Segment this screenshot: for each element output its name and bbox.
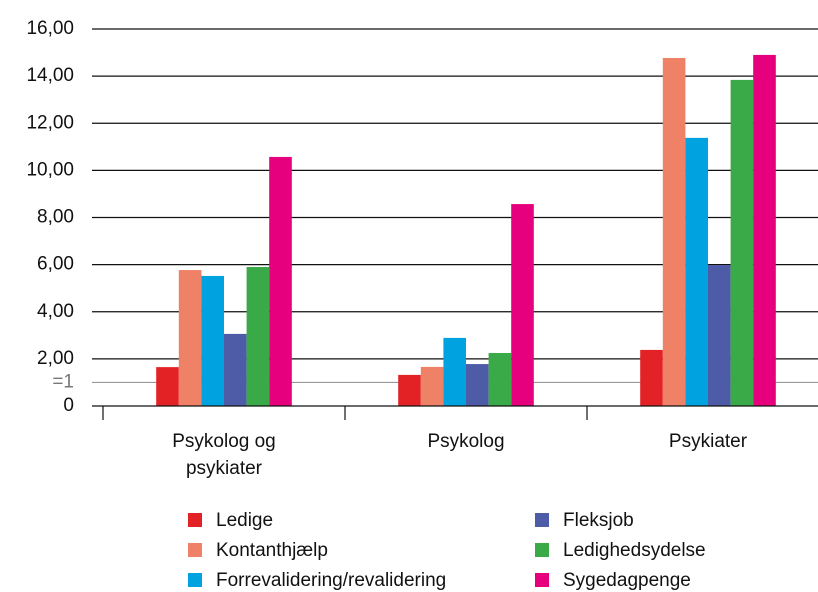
bar bbox=[224, 333, 247, 406]
y-tick-label: =1 bbox=[52, 371, 74, 392]
bar bbox=[730, 79, 754, 407]
legend-label: Ledige bbox=[216, 510, 273, 531]
y-tick-label: 16,00 bbox=[26, 18, 74, 39]
bar bbox=[398, 374, 421, 406]
y-tick-label: 8,00 bbox=[37, 207, 74, 228]
legend-swatch bbox=[535, 573, 549, 587]
y-tick-label: 10,00 bbox=[26, 159, 74, 180]
legend-label: Sygedagpenge bbox=[563, 570, 691, 591]
bar bbox=[685, 137, 708, 406]
bar bbox=[201, 275, 224, 406]
legend-swatch bbox=[188, 543, 202, 557]
bar bbox=[246, 266, 270, 406]
bar bbox=[156, 367, 179, 406]
y-tick-label: 2,00 bbox=[37, 348, 74, 369]
y-tick-label: 14,00 bbox=[26, 65, 74, 86]
bar bbox=[178, 270, 202, 406]
legend-label: Kontanthjælp bbox=[216, 540, 328, 561]
bar bbox=[443, 337, 466, 406]
legend-swatch bbox=[188, 513, 202, 527]
legend-swatch bbox=[188, 573, 202, 587]
y-tick-label: 12,00 bbox=[26, 112, 74, 133]
y-tick-label: 4,00 bbox=[37, 301, 74, 322]
legend-swatch bbox=[535, 513, 549, 527]
x-tick-label: Psykiater bbox=[668, 431, 748, 452]
bar bbox=[420, 366, 444, 406]
x-tick-label: Psykolog bbox=[427, 431, 505, 452]
y-tick-label: 6,00 bbox=[37, 254, 74, 275]
legend-swatch bbox=[535, 543, 549, 557]
y-tick-label: 0 bbox=[63, 395, 74, 416]
x-tick-label: Psykolog og psykiater bbox=[172, 431, 276, 479]
bar bbox=[511, 204, 534, 406]
bar bbox=[488, 352, 512, 406]
legend-label: Ledighedsydelse bbox=[563, 540, 706, 561]
legend-label: Forrevalidering/revalidering bbox=[216, 570, 446, 591]
bar bbox=[708, 265, 731, 406]
bar bbox=[662, 57, 686, 407]
bar bbox=[466, 364, 489, 406]
bar bbox=[269, 156, 292, 406]
legend-label: Fleksjob bbox=[563, 510, 634, 531]
bar bbox=[640, 349, 663, 406]
bar bbox=[753, 54, 776, 406]
